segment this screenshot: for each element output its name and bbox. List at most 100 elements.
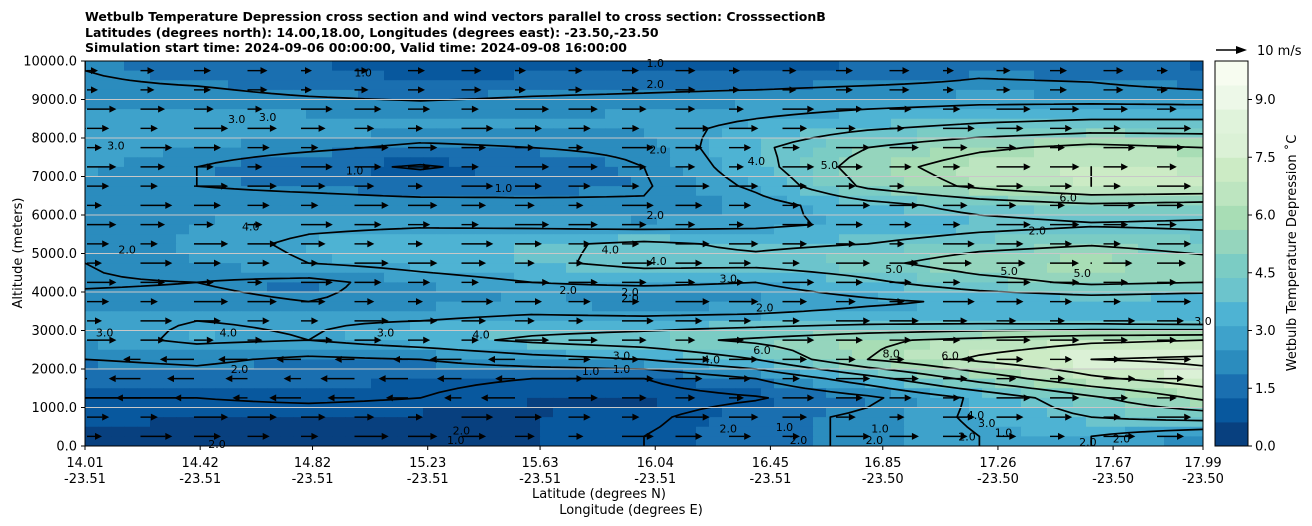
field-cell [1151, 369, 1165, 380]
field-cell [527, 301, 541, 312]
field-cell [865, 417, 879, 428]
field-cell [410, 436, 424, 446]
field-cell [826, 224, 840, 235]
field-cell [345, 70, 359, 81]
field-cell [111, 234, 125, 245]
field-cell [553, 61, 567, 72]
field-cell [449, 61, 463, 72]
field-cell [1138, 340, 1152, 351]
field-cell [176, 330, 190, 341]
field-cell [995, 224, 1009, 235]
field-cell [982, 388, 996, 399]
field-cell [1034, 397, 1048, 409]
field-cell [696, 176, 710, 187]
field-cell [293, 70, 307, 81]
field-cell [1021, 340, 1035, 351]
wind-vector-head [381, 259, 389, 267]
field-cell [826, 407, 840, 418]
wind-vector-head [897, 298, 905, 306]
field-cell [176, 301, 190, 312]
field-cell [969, 128, 983, 139]
field-cell [332, 234, 346, 245]
wind-vector-head [792, 144, 800, 152]
field-cell [1021, 80, 1035, 91]
field-cell [761, 282, 775, 293]
field-cell [241, 80, 255, 91]
field-cell [488, 118, 502, 129]
field-cell [774, 109, 788, 120]
field-cell [1177, 397, 1191, 409]
field-cell [631, 426, 645, 437]
x-tick-label-secondary: -23.51 [179, 472, 221, 487]
wind-vector-head [583, 413, 591, 421]
field-cell [345, 388, 359, 399]
x-tick-label-secondary: -23.50 [1182, 472, 1224, 487]
field-cell [956, 70, 970, 81]
contour-label: 2.0 [958, 430, 976, 443]
field-cell [228, 243, 242, 255]
field-cell [696, 243, 710, 255]
field-cell [930, 224, 944, 235]
field-cell [787, 70, 801, 81]
field-cell [150, 157, 164, 168]
field-cell [956, 61, 970, 72]
field-cell [917, 128, 931, 139]
field-cell [813, 292, 827, 303]
field-cell [1008, 378, 1022, 389]
wind-vector-head [214, 144, 221, 152]
field-cell [839, 195, 853, 206]
field-cell [774, 263, 788, 274]
field-cell [85, 195, 99, 206]
field-cell [241, 138, 255, 149]
wind-vector-head [646, 317, 654, 325]
field-cell [163, 215, 177, 226]
field-cell [748, 301, 762, 312]
field-cell [98, 320, 112, 332]
field-cell [449, 253, 463, 264]
contour-line [866, 143, 1203, 401]
field-cell [371, 89, 385, 101]
field-cell [1125, 272, 1139, 283]
field-cell [306, 330, 320, 341]
field-cell [371, 359, 385, 370]
field-cell [228, 205, 242, 216]
field-cell [579, 272, 593, 283]
field-cell [280, 215, 294, 226]
field-cell [1034, 263, 1048, 274]
wind-vector-head [479, 201, 487, 209]
field-cell [410, 359, 424, 370]
field-cell [696, 205, 710, 216]
wind-vector-head [255, 278, 263, 286]
field-cell [436, 417, 450, 428]
field-cell [761, 118, 775, 129]
field-cell [683, 301, 697, 312]
field-cell [748, 205, 762, 216]
field-cell [202, 138, 216, 149]
field-cell [1047, 407, 1061, 418]
field-cell [969, 330, 983, 341]
field-cell [358, 397, 372, 409]
field-cell [384, 234, 398, 245]
field-cell [358, 234, 372, 245]
field-cell [917, 215, 931, 226]
field-cell [189, 205, 203, 216]
field-cell [384, 311, 398, 322]
field-cell [345, 215, 359, 226]
field-cell [1138, 320, 1152, 332]
field-cell [956, 80, 970, 91]
field-cell [865, 205, 879, 216]
wind-vector-head [1177, 201, 1184, 209]
field-cell [683, 243, 697, 255]
field-cell [787, 311, 801, 322]
field-cell [319, 186, 333, 197]
field-cell [85, 263, 99, 274]
field-cell [1112, 397, 1126, 409]
wind-vector-head [807, 394, 815, 402]
field-cell [891, 195, 905, 206]
field-cell [150, 70, 164, 81]
field-cell [85, 397, 99, 409]
field-cell [865, 118, 879, 129]
field-cell [800, 176, 814, 187]
field-cell [358, 128, 372, 139]
field-cell [1073, 263, 1087, 274]
